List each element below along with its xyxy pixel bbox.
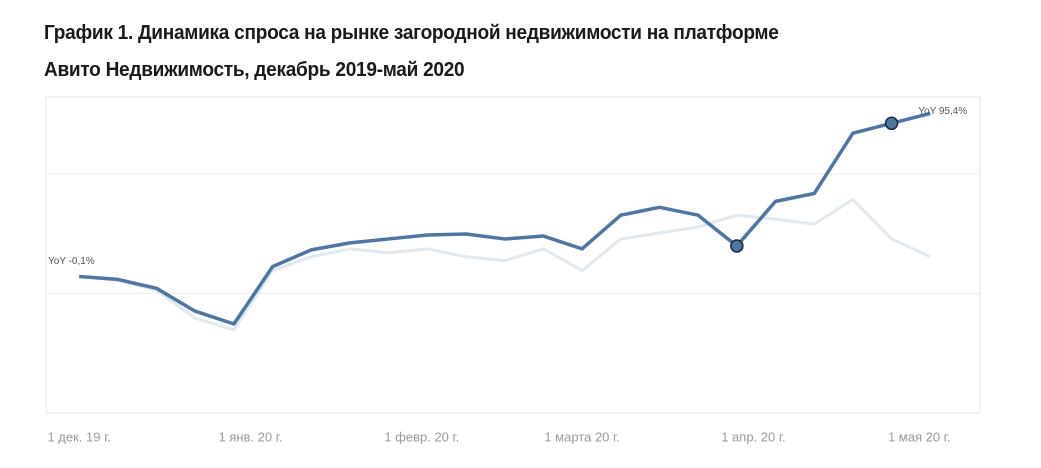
x-tick-label: 1 апр. 20 г. (721, 429, 785, 444)
x-tick-label: 1 янв. 20 г. (218, 429, 282, 444)
series-line (79, 111, 931, 326)
series-line (79, 197, 931, 332)
x-tick-label: 1 дек. 19 г. (47, 429, 110, 444)
annotation: YoY -0,1% (48, 256, 95, 267)
x-tick-label: 1 мая 20 г. (888, 429, 951, 444)
chart-title: Авито Недвижимость, декабрь 2019-май 202… (44, 58, 465, 81)
annotation: YoY 95,4% (918, 106, 967, 117)
chart-title: График 1. Динамика спроса на рынке загор… (44, 21, 779, 44)
x-tick-label: 1 февр. 20 г. (384, 429, 459, 444)
plot-frame (45, 96, 981, 414)
highlight-point (884, 116, 899, 131)
highlight-point (730, 239, 744, 253)
x-tick-label: 1 марта 20 г. (544, 429, 619, 444)
